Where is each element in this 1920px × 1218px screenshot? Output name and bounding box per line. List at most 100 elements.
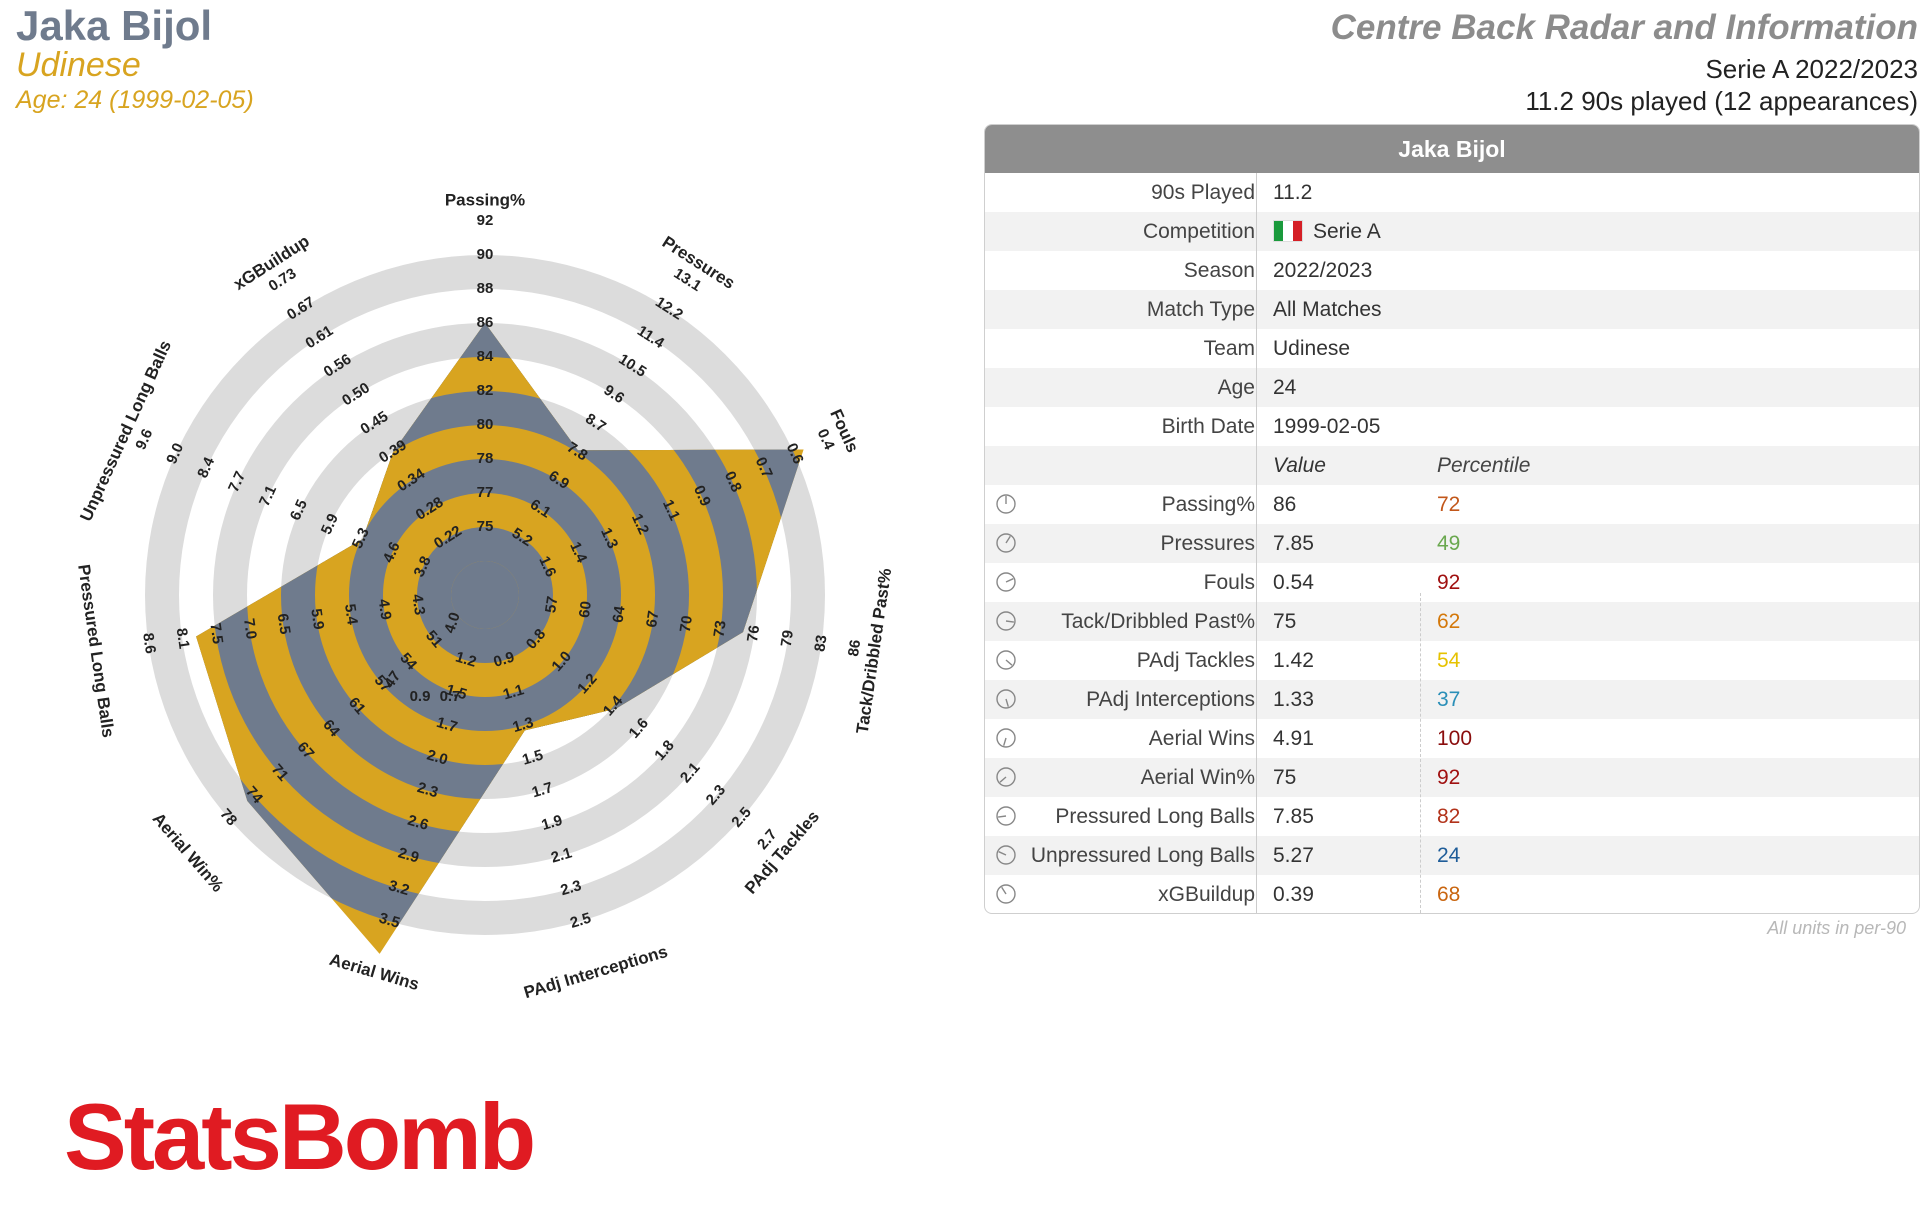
- radar-tick-label: 92: [477, 212, 494, 229]
- radar-chart: 757778808284868890925.26.16.97.88.79.610…: [74, 190, 895, 1002]
- info-label: Competition: [1142, 220, 1255, 243]
- radar-tick-label: 5.4: [341, 603, 361, 627]
- radar-center: [451, 561, 519, 629]
- radar-tick-label: 1.3: [511, 714, 536, 736]
- radar-tick-label: 80: [477, 416, 494, 433]
- metric-value: 0.54: [1273, 571, 1314, 594]
- info-row: Birth Date 1999-02-05: [985, 407, 1919, 446]
- metric-row: Pressured Long Balls 7.85 82: [985, 797, 1919, 836]
- info-value: 24: [1273, 376, 1297, 399]
- radar-tick-label: 6.5: [274, 612, 294, 635]
- metric-row: Unpressured Long Balls 5.27 24: [985, 836, 1919, 875]
- metric-label: Pressured Long Balls: [1055, 805, 1255, 828]
- metric-label: Passing%: [1161, 493, 1255, 516]
- radar-tick-label: 84: [477, 348, 494, 365]
- radar-tick-label: 7.5: [206, 622, 226, 645]
- radar-tick-label: 60: [576, 600, 595, 619]
- metric-label: Aerial Win%: [1140, 766, 1255, 789]
- radar-tick-label: 2.3: [415, 779, 440, 801]
- radar-axis-label: Passing%: [445, 190, 525, 209]
- radar-tick-label: 1.7: [530, 779, 555, 801]
- table-title: Jaka Bijol: [985, 125, 1919, 173]
- radar-inner-label: 0.7: [440, 688, 461, 705]
- age-line: Age: 24 (1999-02-05): [16, 86, 254, 114]
- metric-label: Aerial Wins: [1148, 727, 1255, 750]
- italy-flag-icon: [1273, 220, 1303, 242]
- info-value: 2022/2023: [1273, 259, 1373, 282]
- team-name: Udinese: [16, 46, 141, 84]
- metric-row: Pressures 7.85 49: [985, 524, 1919, 563]
- radar-tick-label: 73: [710, 619, 729, 638]
- radar-tick-label: 5.9: [307, 608, 327, 631]
- metric-percentile: 54: [1437, 649, 1461, 672]
- statsbomb-logo: StatsBomb: [64, 1084, 536, 1189]
- radar-tick-label: 1.5: [520, 746, 545, 768]
- radar-tick-label: 1.7: [434, 714, 459, 736]
- metric-value: 86: [1273, 493, 1297, 516]
- radar-tick-label: 7.0: [240, 617, 260, 640]
- metric-row: Aerial Win% 75 92: [985, 758, 1919, 797]
- info-value: Serie A: [1273, 212, 1381, 251]
- radar-tick-label: 86: [477, 314, 494, 331]
- info-label: Birth Date: [1161, 415, 1255, 438]
- metric-value: 5.27: [1273, 844, 1314, 867]
- gauge-icon: [996, 533, 1016, 553]
- info-row: Competition Serie A: [985, 212, 1919, 251]
- radar-tick-label: 2.3: [559, 877, 584, 899]
- info-label: 90s Played: [1151, 181, 1255, 204]
- metric-label: xGBuildup: [1158, 883, 1255, 906]
- column-divider: [1256, 173, 1257, 913]
- radar-tick-label: 2.9: [396, 844, 421, 866]
- units-note: All units in per-90: [1767, 918, 1906, 938]
- info-label: Team: [1203, 337, 1255, 360]
- metric-row: Aerial Wins 4.91 100: [985, 719, 1919, 758]
- metric-row: Tack/Dribbled Past% 75 62: [985, 602, 1919, 641]
- radar-tick-label: 1.5: [444, 681, 469, 703]
- info-row: 90s Played 11.2: [985, 173, 1919, 212]
- metric-value: 0.39: [1273, 883, 1314, 906]
- radar-tick-label: 86: [845, 639, 864, 658]
- radar-tick-label: 88: [477, 280, 494, 297]
- radar-inner-label: 47: [381, 668, 404, 691]
- info-row: Season 2022/2023: [985, 251, 1919, 290]
- info-value: 1999-02-05: [1273, 415, 1381, 438]
- radar-tick-label: 2.6: [406, 812, 431, 834]
- column-divider-dashed: [1420, 593, 1421, 913]
- radar-tick-label: 1.2: [454, 649, 479, 671]
- metric-value: 75: [1273, 610, 1297, 633]
- radar-tick-label: 75: [477, 518, 494, 535]
- metric-label: PAdj Interceptions: [1086, 688, 1255, 711]
- gauge-icon: [996, 572, 1016, 592]
- radar-tick-label: 8.1: [173, 627, 193, 650]
- metric-percentile: 82: [1437, 805, 1461, 828]
- info-value: Udinese: [1273, 337, 1351, 360]
- metric-percentile: 92: [1437, 766, 1461, 789]
- info-row: Match Type All Matches: [985, 290, 1919, 329]
- metric-value: 7.85: [1273, 805, 1314, 828]
- radar-tick-label: 82: [477, 382, 494, 399]
- metric-row: PAdj Interceptions 1.33 37: [985, 680, 1919, 719]
- radar-tick-label: 8.6: [139, 632, 159, 655]
- table-body: 90s Played 11.2 Competition Serie A Season 20…: [985, 173, 1919, 913]
- metric-row: Passing% 86 72: [985, 485, 1919, 524]
- metric-percentile: 49: [1437, 532, 1461, 555]
- radar-inner-label: 0.9: [410, 688, 431, 705]
- radar-tick-label: 4.3: [408, 593, 428, 616]
- metric-row: PAdj Tackles 1.42 54: [985, 641, 1919, 680]
- info-label: Match Type: [1146, 298, 1255, 321]
- metric-percentile: 92: [1437, 571, 1461, 594]
- metric-percentile: 72: [1437, 493, 1461, 516]
- report-title: Centre Back Radar and Information: [1330, 8, 1918, 47]
- radar-tick-label: 83: [811, 634, 830, 653]
- radar-tick-label: 70: [677, 614, 696, 633]
- metric-row: Fouls 0.54 92: [985, 563, 1919, 602]
- metric-value: 4.91: [1273, 727, 1314, 750]
- info-value: 11.2: [1273, 181, 1313, 204]
- metric-percentile: 24: [1437, 844, 1461, 867]
- minutes-played: 11.2 90s played (12 appearances): [1525, 86, 1918, 116]
- radar-tick-label: 1.9: [540, 812, 565, 834]
- gauge-icon: [996, 845, 1016, 865]
- gauge-icon: [996, 728, 1016, 748]
- info-label: Season: [1183, 259, 1255, 282]
- metric-value: 75: [1273, 766, 1297, 789]
